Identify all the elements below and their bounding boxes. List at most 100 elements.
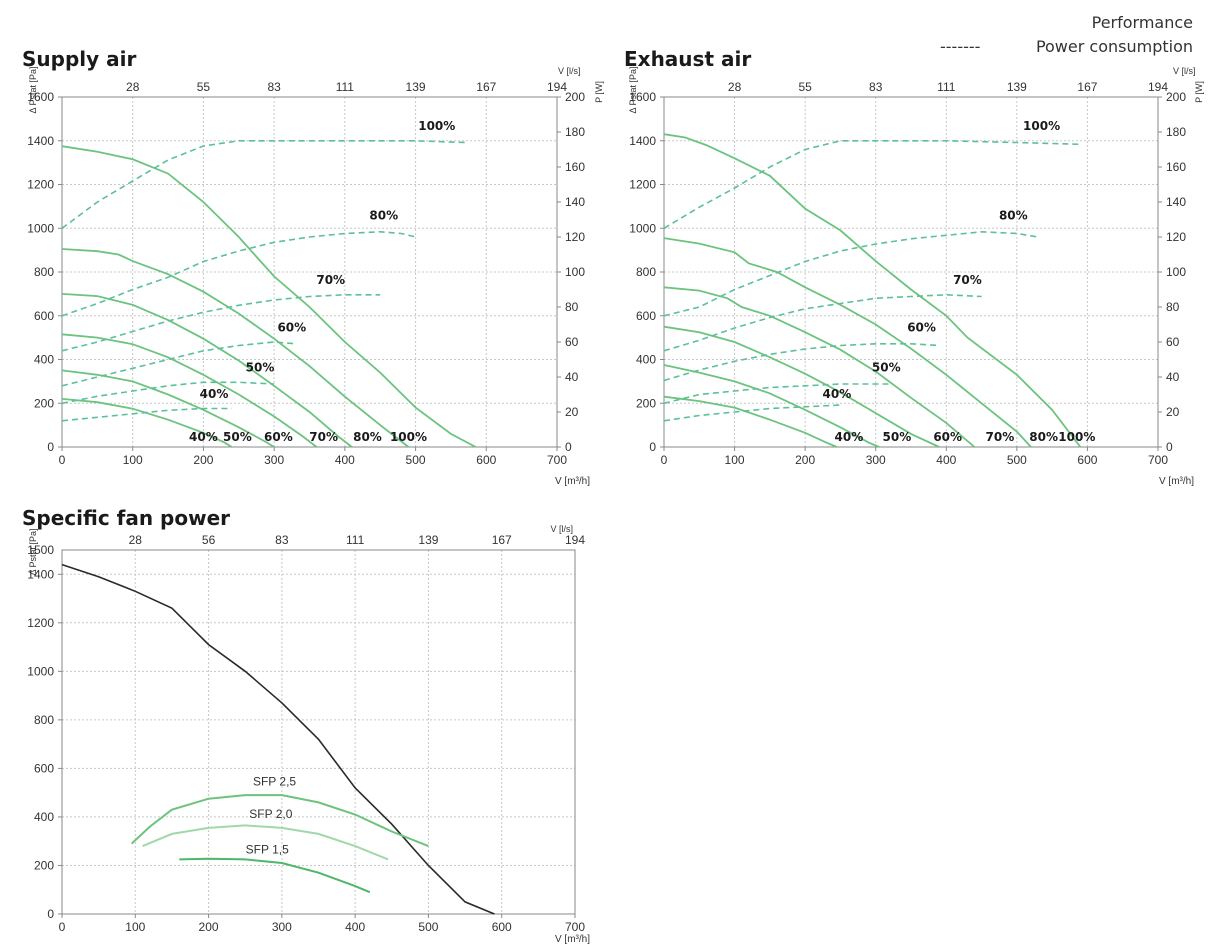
- x-tick-label: 400: [936, 453, 956, 467]
- chart-specific-fan-power: Specific fan power Δ Pstat [Pa] V [l/s] …: [22, 506, 590, 945]
- y2-tick-label: 180: [565, 125, 585, 139]
- y2-tick-label: 180: [1166, 125, 1186, 139]
- system-curve: [61, 563, 495, 915]
- performance-label: 70%: [986, 430, 1015, 444]
- x-tick-label: 600: [476, 453, 496, 467]
- performance-label: 40%: [189, 430, 218, 444]
- performance-curve-50pct: [663, 364, 880, 448]
- y-tick-label: 0: [47, 907, 54, 921]
- power-curve-70pct: [663, 293, 982, 352]
- x-tick-label: 600: [1077, 453, 1097, 467]
- ticks: 0 100 200 300 400 500 600 700020040060080010001…: [629, 80, 1186, 467]
- y-tick-label: 200: [34, 858, 54, 872]
- power-curve-80pct: [663, 230, 1039, 317]
- ticks: 0 100 200 300 400 500 600 700020040060080010001…: [27, 80, 585, 467]
- x-tick-label: 300: [866, 453, 886, 467]
- x2-tick-label: 111: [336, 80, 355, 94]
- y-axis-label: Δ Pstat [Pa]: [628, 66, 638, 113]
- series-labels: 100% 80% 70% 60% 50% 40% 100% 80% 70% 60% 50% 40%: [189, 119, 455, 444]
- y-tick-label: 600: [636, 309, 656, 323]
- y2-tick-label: 200: [1166, 90, 1186, 104]
- x-tick-label: 300: [272, 920, 292, 934]
- performance-label: 100%: [1058, 430, 1095, 444]
- performance-curve-40pct: [663, 395, 838, 448]
- power-label: 40%: [200, 387, 229, 401]
- x-tick-label: 400: [345, 920, 365, 934]
- y2-tick-label: 100: [565, 265, 585, 279]
- power-label: 50%: [872, 361, 901, 375]
- series: [61, 563, 495, 915]
- performance-label: 40%: [835, 430, 864, 444]
- x-tick-label: 0: [59, 453, 66, 467]
- y2-tick-label: 60: [565, 335, 579, 349]
- power-curve-50pct: [61, 381, 275, 405]
- x2-tick-label: 167: [476, 80, 496, 94]
- y2-tick-label: 200: [565, 90, 585, 104]
- y-tick-label: 1400: [27, 134, 54, 148]
- y2-tick-label: 40: [1166, 370, 1180, 384]
- x2-axis-label: V [l/s]: [1173, 66, 1196, 76]
- legend-performance-label: Performance: [1092, 13, 1193, 32]
- x2-axis-label: V [l/s]: [558, 66, 581, 76]
- power-curve-80pct: [61, 230, 416, 317]
- sfp-label: SFP 2,0: [249, 807, 292, 821]
- sfp-curve: [179, 857, 371, 894]
- x2-tick-label: 83: [275, 533, 289, 547]
- y2-tick-label: 160: [1166, 160, 1186, 174]
- performance-label: 50%: [223, 430, 252, 444]
- power-label: 80%: [369, 208, 398, 222]
- performance-curve-60pct: [61, 333, 318, 448]
- x2-axis-label: V [l/s]: [550, 524, 573, 534]
- y-tick-label: 1200: [27, 616, 54, 630]
- performance-label: 60%: [933, 430, 962, 444]
- y2-tick-label: 120: [565, 230, 585, 244]
- x-tick-label: 700: [1148, 453, 1168, 467]
- y-tick-label: 400: [636, 353, 656, 367]
- performance-label: 50%: [883, 430, 912, 444]
- series: [61, 140, 477, 448]
- y2-tick-label: 160: [565, 160, 585, 174]
- y-tick-label: 800: [34, 713, 54, 727]
- x-axis-label: V [m³/h]: [1159, 476, 1194, 487]
- y-axis-label: Δ Pstat [Pa]: [28, 528, 38, 575]
- y2-tick-label: 140: [565, 195, 585, 209]
- x-axis-label: V [m³/h]: [555, 934, 590, 945]
- x-tick-label: 600: [492, 920, 512, 934]
- y-tick-label: 1400: [629, 134, 656, 148]
- x-tick-label: 300: [264, 453, 284, 467]
- x-tick-label: 500: [1007, 453, 1027, 467]
- y-tick-label: 1400: [27, 567, 54, 581]
- power-curve-100pct: [61, 140, 466, 229]
- legend-power-dash: -------: [940, 37, 980, 56]
- x-tick-label: 700: [547, 453, 567, 467]
- y2-tick-label: 20: [1166, 405, 1180, 419]
- y-axis-label: Δ Pstat [Pa]: [28, 66, 38, 113]
- x-tick-label: 400: [335, 453, 355, 467]
- x2-tick-label: 28: [126, 80, 140, 94]
- sfp-curve: [142, 824, 389, 861]
- y-tick-label: 800: [34, 265, 54, 279]
- x2-tick-label: 28: [129, 533, 143, 547]
- x2-tick-label: 139: [1007, 80, 1027, 94]
- x2-tick-label: 28: [728, 80, 742, 94]
- chart-title: Specific fan power: [22, 506, 230, 530]
- power-curve-50pct: [663, 383, 890, 405]
- x2-tick-label: 55: [197, 80, 211, 94]
- power-curve-60pct: [663, 343, 940, 382]
- chart-title: Exhaust air: [624, 47, 751, 71]
- series-labels: SFP 2,5 SFP 2,0 SFP 1,5: [246, 774, 297, 856]
- sfp-label: SFP 2,5: [253, 774, 296, 788]
- power-curve-70pct: [61, 294, 381, 352]
- x-tick-label: 200: [193, 453, 213, 467]
- performance-curve-70pct: [61, 293, 353, 448]
- y-tick-label: 200: [34, 396, 54, 410]
- y2-axis-label: P [W]: [594, 81, 604, 103]
- y-tick-label: 1200: [27, 178, 54, 192]
- y2-tick-label: 80: [1166, 300, 1180, 314]
- ticks: 0 100 200 300 400 500 600 700020040060080010001…: [27, 533, 585, 934]
- power-label: 40%: [823, 387, 852, 401]
- y2-tick-label: 0: [565, 440, 572, 454]
- x2-tick-label: 139: [418, 533, 438, 547]
- y-tick-label: 200: [636, 396, 656, 410]
